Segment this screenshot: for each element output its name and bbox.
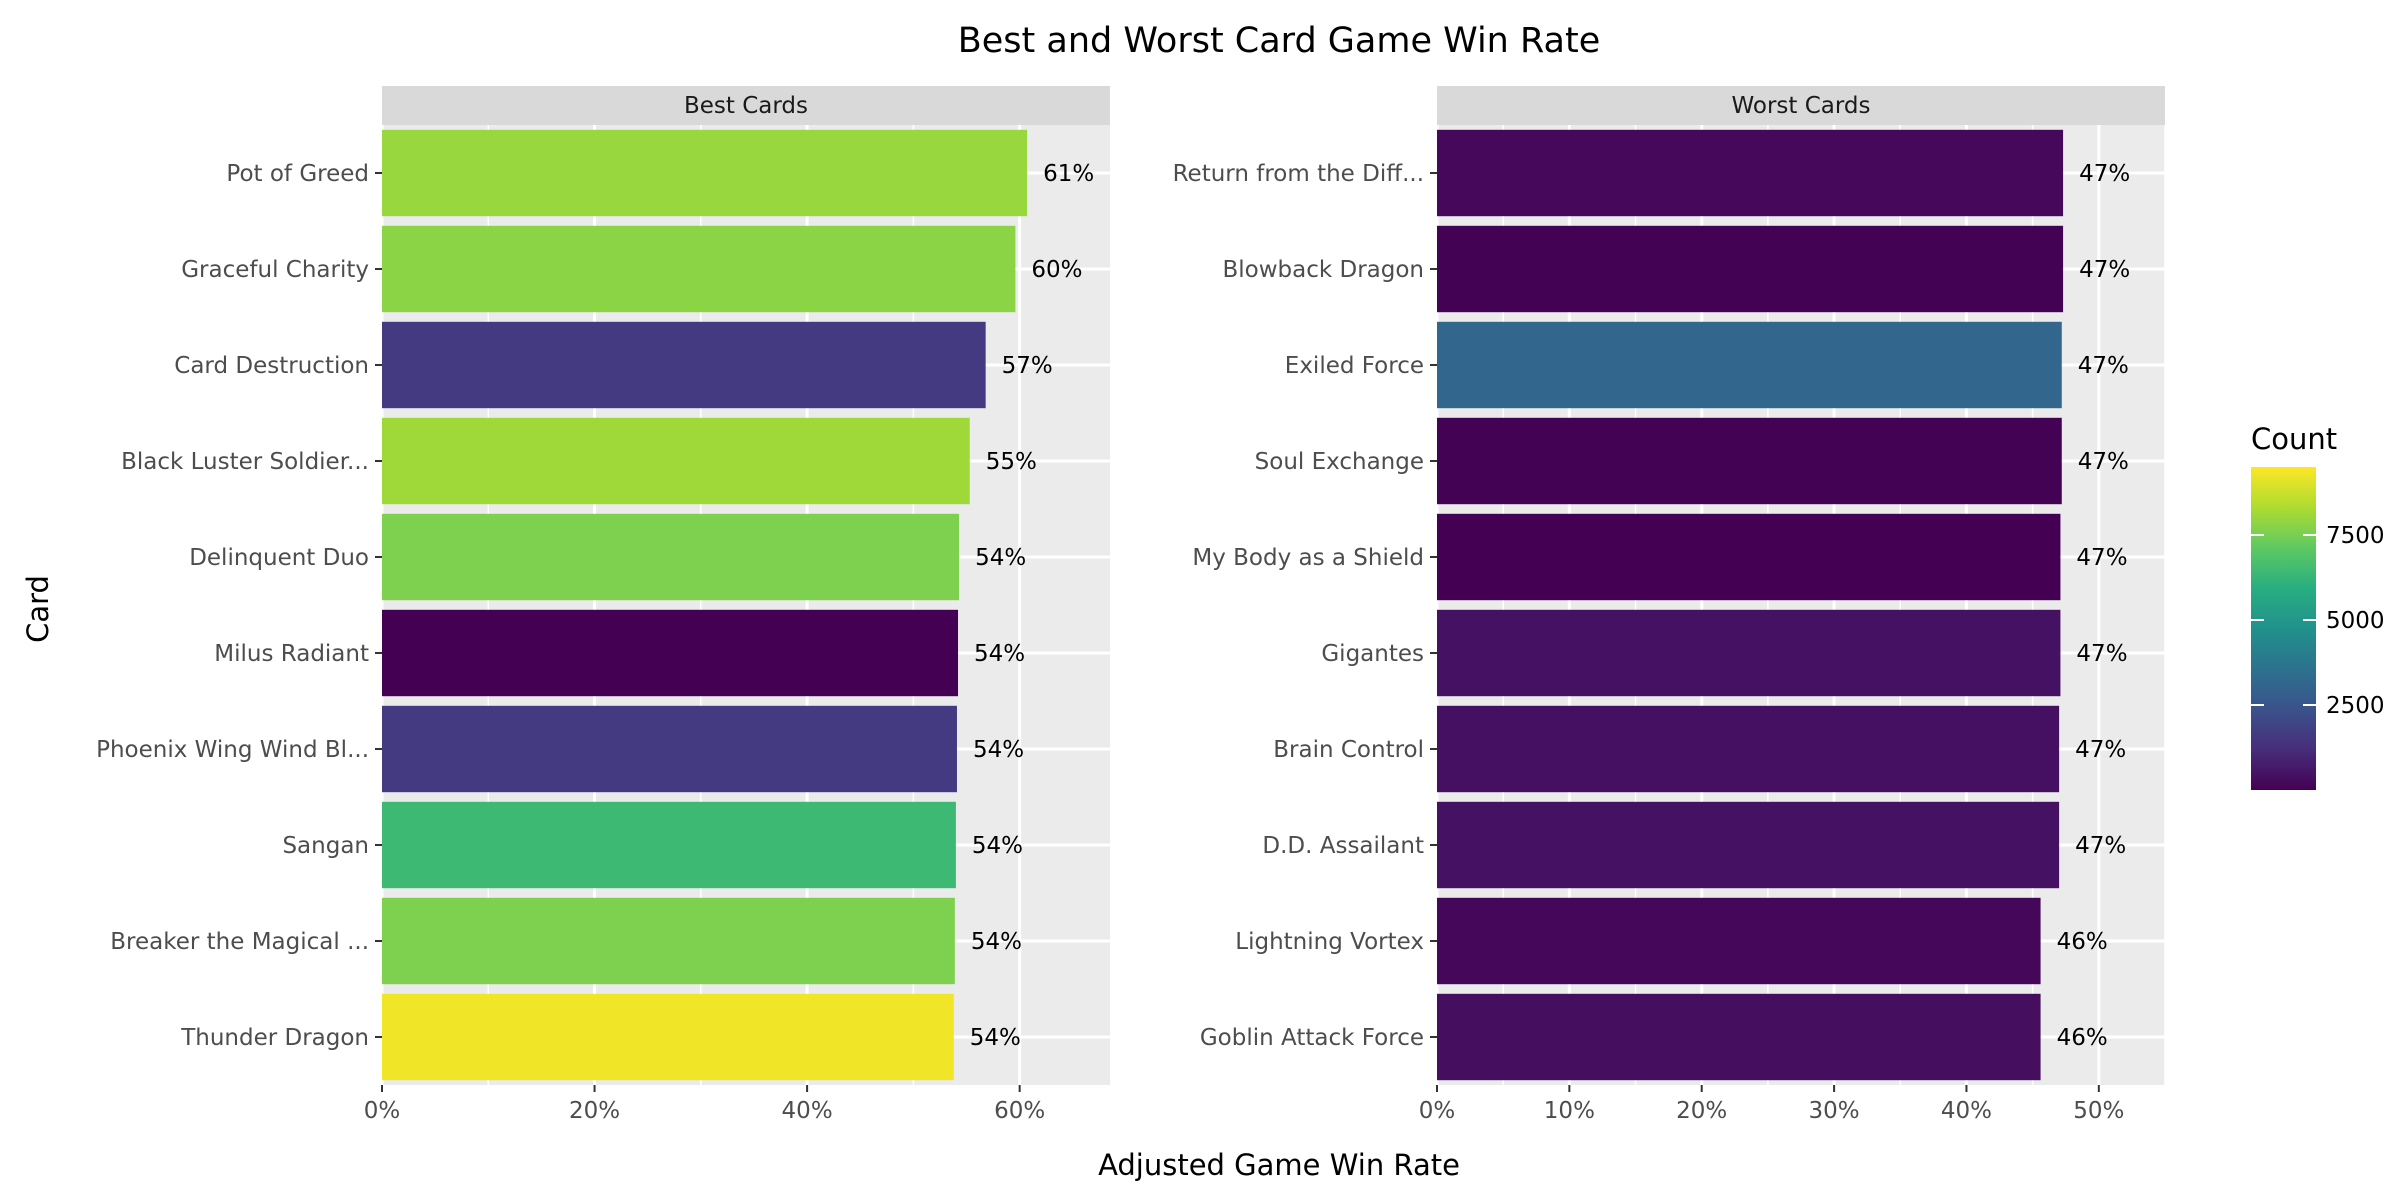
facet-strip-label: Best Cards [684,93,808,119]
x-tick-label: 20% [1676,1098,1727,1124]
bar [1437,129,2064,217]
legend-tick-label: 7500 [2326,523,2385,549]
facet-strip-label: Worst Cards [1731,93,1870,119]
y-tick-label: My Body as a Shield [1192,545,1424,571]
data-label: 60% [1031,257,1082,283]
y-tick-label: Black Luster Soldier... [121,449,369,475]
bar [382,897,955,985]
y-tick-label: Milus Radiant [214,641,369,667]
color-legend: Count 2500 5000 7500 [2251,422,2385,790]
data-label: 47% [2079,257,2130,283]
legend-colorbar [2251,467,2316,790]
y-axis-title: Card [21,575,55,643]
bar [1437,321,2062,409]
y-tick-label: Graceful Charity [181,257,369,283]
data-label: 54% [973,737,1024,763]
facet-strip [382,86,1110,125]
x-tick-label: 40% [782,1098,833,1124]
chart-title: Best and Worst Card Game Win Rate [958,21,1601,61]
y-tick-label: Goblin Attack Force [1200,1025,1424,1051]
bar [382,993,954,1081]
data-label: 46% [2057,1025,2108,1051]
legend-title: Count [2251,422,2337,456]
data-label: 54% [972,833,1023,859]
bar [1437,417,2062,505]
y-tick-label: Phoenix Wing Wind Bl... [96,737,369,763]
data-label: 47% [2076,545,2127,571]
y-tick-label: Card Destruction [174,353,369,379]
x-tick-label: 0% [364,1098,401,1124]
x-axis-title: Adjusted Game Win Rate [1098,1148,1460,1182]
bar [382,705,957,793]
data-label: 47% [2075,833,2126,859]
y-tick-label: Brain Control [1273,737,1424,763]
data-label: 47% [2078,353,2129,379]
data-label: 54% [975,545,1026,571]
panel-worst-cards: Worst Cards 47% Return from the Diff... 47%… [1173,86,2166,1124]
x-tick-label: 30% [1809,1098,1860,1124]
y-tick-label: Exiled Force [1285,353,1424,379]
y-tick-label: Gigantes [1321,641,1424,667]
facet-strip [1437,86,2165,125]
y-tick-label: Pot of Greed [226,161,369,187]
legend-tick-label: 2500 [2326,693,2385,719]
bar [382,801,956,889]
data-label: 54% [970,1025,1021,1051]
legend-tick-label: 5000 [2326,608,2385,634]
x-tick-label: 0% [1419,1098,1456,1124]
data-label: 55% [986,449,1037,475]
x-tick-label: 50% [2073,1098,2124,1124]
bar [382,321,986,409]
data-label: 46% [2057,929,2108,955]
bar [1437,801,2060,889]
x-tick-label: 40% [1941,1098,1992,1124]
y-tick-label: Thunder Dragon [180,1025,369,1051]
bar [382,417,970,505]
y-tick-label: Sangan [282,833,369,859]
bar [382,609,959,697]
bar [1437,705,2060,793]
bar [382,513,960,601]
bar [1437,513,2061,601]
data-label: 47% [2076,641,2127,667]
bar [1437,609,2061,697]
y-tick-label: Return from the Diff... [1173,161,1424,187]
bar [1437,225,2064,313]
y-tick-label: D.D. Assailant [1262,833,1424,859]
data-label: 54% [971,929,1022,955]
data-label: 47% [2075,737,2126,763]
y-tick-label: Blowback Dragon [1222,257,1424,283]
data-label: 54% [974,641,1025,667]
data-label: 61% [1043,161,1094,187]
bar [382,225,1016,313]
y-tick-label: Soul Exchange [1255,449,1424,475]
bar [1437,993,2041,1081]
panel-best-cards: Best Cards 61% Pot of Greed 60% Graceful Cha… [96,86,1110,1124]
y-tick-label: Breaker the Magical ... [110,929,369,955]
data-label: 57% [1002,353,1053,379]
x-tick-label: 60% [994,1098,1045,1124]
y-tick-label: Delinquent Duo [189,545,369,571]
x-tick-label: 10% [1544,1098,1595,1124]
bar [382,129,1028,217]
x-tick-label: 20% [569,1098,620,1124]
y-tick-label: Lightning Vortex [1235,929,1424,955]
bar [1437,897,2041,985]
data-label: 47% [2079,161,2130,187]
data-label: 47% [2078,449,2129,475]
